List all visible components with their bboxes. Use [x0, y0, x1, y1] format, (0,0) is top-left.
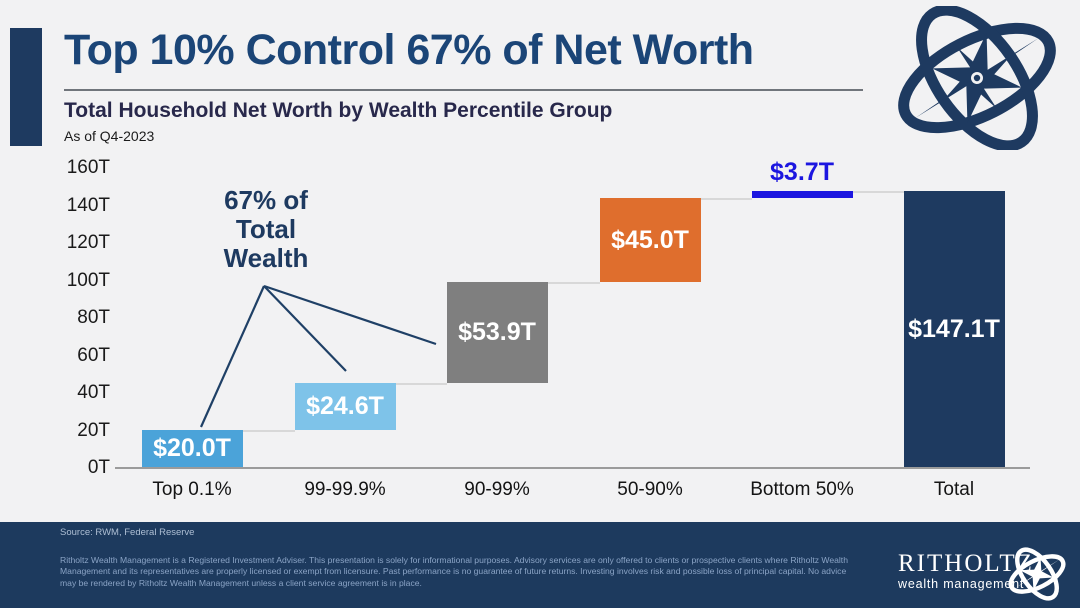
connector-line: [700, 197, 752, 200]
as-of-date: As of Q4-2023: [64, 128, 155, 144]
x-label-total: Total: [933, 479, 975, 500]
annotation-line-1: 67% of: [224, 185, 308, 215]
y-tick-60t: 60T: [77, 344, 110, 366]
disclaimer-line-2: Management and its representatives are p…: [60, 566, 847, 577]
compass-logo-small-icon: [1008, 547, 1066, 601]
bar-value-50-90: $45.0T: [611, 225, 689, 254]
bar-value-90-99: $53.9T: [458, 318, 536, 347]
bar-50-90: $45.0T: [599, 197, 701, 283]
bar-90-99: $53.9T: [446, 282, 548, 384]
bar-value-top-0-1: $20.0T: [153, 433, 231, 462]
bar-total: $147.1T: [903, 191, 1005, 467]
brand-tagline: wealth management: [898, 577, 1025, 591]
x-label-bottom-50: Bottom 50%: [750, 479, 854, 500]
bar-value-99-99-9: $24.6T: [306, 391, 384, 420]
y-tick-20t: 20T: [77, 419, 110, 441]
connector-line: [852, 191, 904, 193]
bar-value-total: $147.1T: [908, 314, 1000, 343]
brand-wordmark: RITHOLTZ wealth management: [898, 551, 1034, 591]
x-label-top-0-1: Top 0.1%: [152, 479, 232, 500]
disclaimer-line-1: Ritholtz Wealth Management is a Register…: [60, 555, 848, 565]
y-tick-120t: 120T: [66, 232, 110, 253]
bar-99-99-9: $24.6T: [294, 383, 396, 430]
y-tick-140t: 140T: [66, 194, 110, 216]
x-label-90-99: 90-99%: [464, 479, 530, 500]
brand-name: RITHOLTZ: [898, 550, 1034, 577]
y-tick-100t: 100T: [66, 269, 110, 291]
y-tick-160t: 160T: [66, 157, 110, 178]
y-tick-40t: 40T: [77, 382, 110, 403]
disclaimer-line-3: may be rendered by Ritholtz Wealth Manag…: [60, 577, 422, 588]
compass-logo-icon: [898, 6, 1056, 150]
y-tick-80t: 80T: [77, 307, 110, 328]
y-tick-0t: 0T: [87, 457, 110, 478]
x-label-99-99-9: 99-99.9%: [304, 479, 386, 500]
bar-value-bottom-50: $3.7T: [770, 158, 834, 186]
title-accent-bar: [10, 28, 42, 146]
footer-band: [0, 522, 1080, 608]
connector-line: [395, 383, 447, 386]
x-label-50-90: 50-90%: [617, 479, 683, 500]
disclaimer-text: Ritholtz Wealth Management is a Register…: [60, 555, 860, 589]
annotation-line-2: Total: [235, 214, 297, 245]
x-axis-line: [115, 467, 1030, 469]
connector-line: [547, 282, 600, 285]
bar-bottom-50: [751, 191, 853, 198]
annotation-67-percent: 67% of Total Wealth: [166, 185, 366, 274]
title-divider: [64, 89, 863, 91]
connector-line: [242, 429, 295, 432]
source-note: Source: RWM, Federal Reserve: [60, 527, 195, 538]
bar-top-0-1: $20.0T: [141, 429, 243, 467]
annotation-line-3: Wealth: [223, 243, 309, 274]
chart-subtitle: Total Household Net Worth by Wealth Perc…: [64, 99, 613, 122]
page-title: Top 10% Control 67% of Net Worth: [64, 26, 754, 74]
